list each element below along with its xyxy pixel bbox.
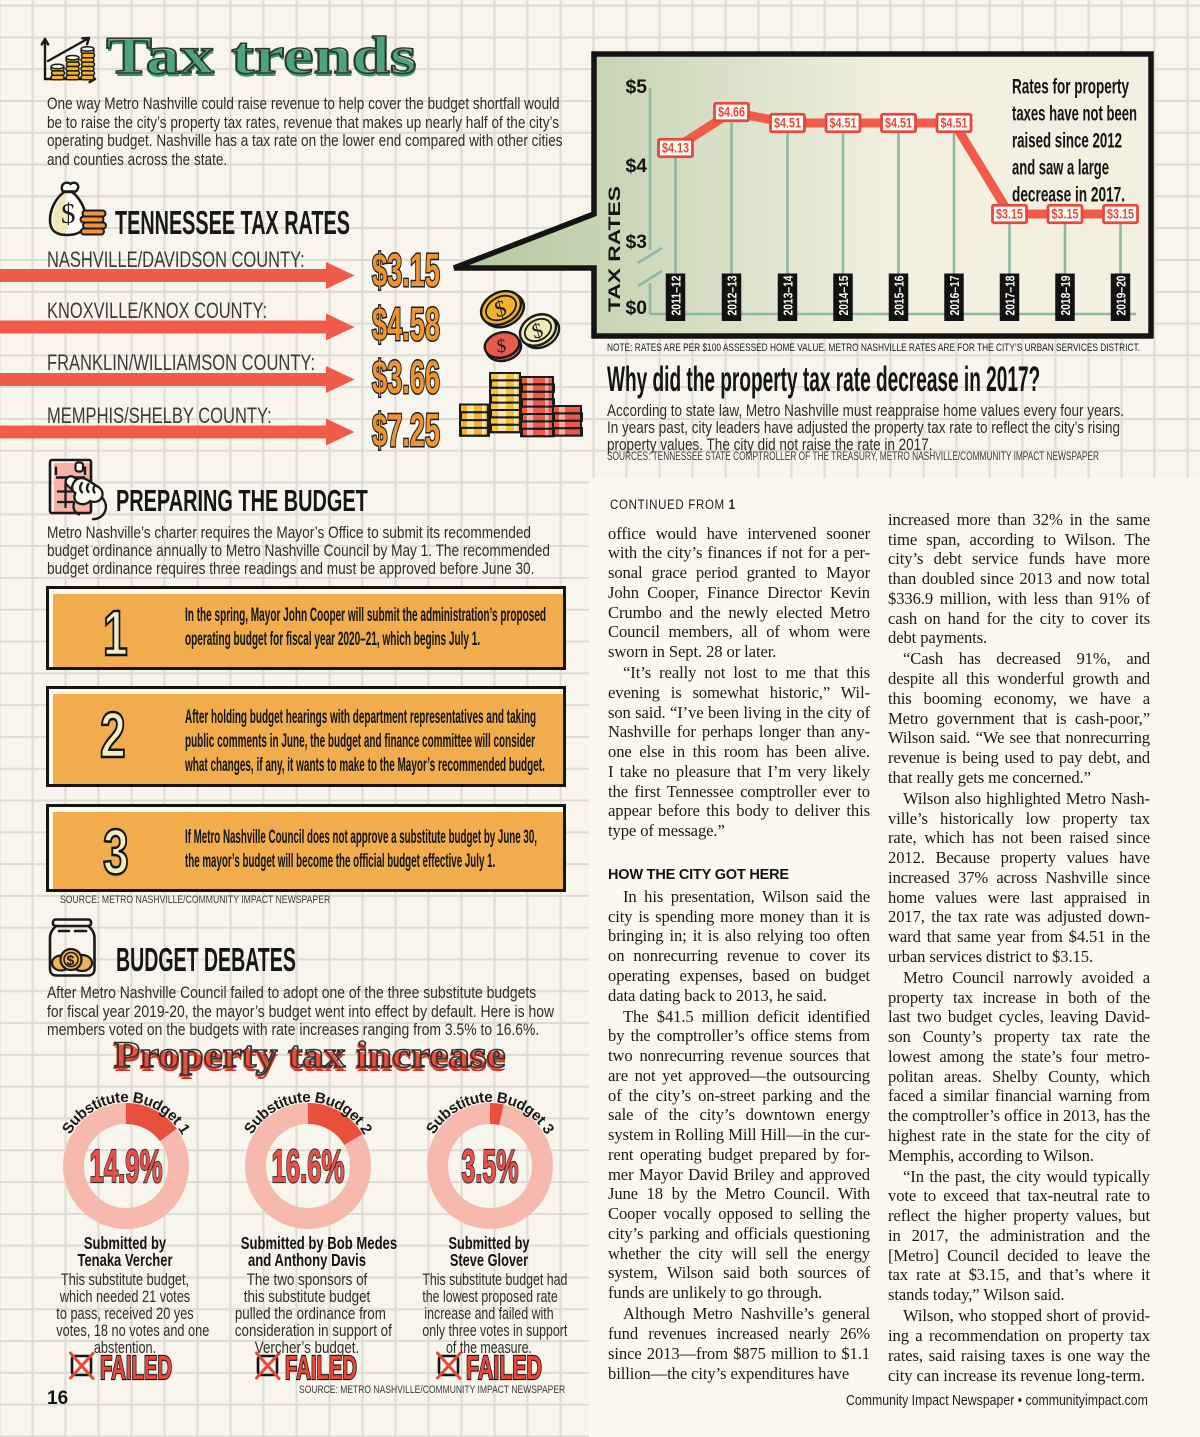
- svg-text:$3.15: $3.15: [1107, 207, 1134, 222]
- svg-text:2016–17: 2016–17: [947, 276, 962, 316]
- svg-text:$: $: [67, 952, 75, 968]
- svg-text:2017–18: 2017–18: [1002, 276, 1017, 316]
- svg-text:$4: $4: [626, 156, 648, 177]
- svg-text:$7.25: $7.25: [372, 404, 440, 456]
- svg-text:raised since 2012: raised since 2012: [1012, 129, 1122, 152]
- svg-text:decrease in 2017.: decrease in 2017.: [1012, 183, 1125, 206]
- svg-text:Rates for property: Rates for property: [1012, 75, 1129, 98]
- svg-text:$4.66: $4.66: [718, 105, 745, 120]
- svg-text:TAX RATES: TAX RATES: [605, 186, 624, 312]
- svg-text:$: $: [496, 336, 507, 358]
- svg-text:$4.58: $4.58: [372, 298, 440, 350]
- svg-text:$4.51: $4.51: [885, 116, 912, 131]
- svg-text:$3.15: $3.15: [1052, 207, 1079, 222]
- svg-text:2018–19: 2018–19: [1058, 276, 1073, 316]
- svg-text:$4.13: $4.13: [662, 141, 689, 156]
- svg-text:$3.15: $3.15: [372, 244, 440, 296]
- svg-text:3.5%: 3.5%: [462, 1140, 519, 1192]
- svg-text:2019–20: 2019–20: [1113, 276, 1128, 316]
- svg-text:$3: $3: [626, 232, 648, 253]
- svg-text:$0: $0: [626, 298, 647, 319]
- svg-text:$4.51: $4.51: [830, 116, 857, 131]
- svg-text:$4.51: $4.51: [941, 116, 968, 131]
- svg-text:taxes have not been: taxes have not been: [1012, 102, 1137, 125]
- svg-text:2015–16: 2015–16: [891, 276, 906, 316]
- svg-text:$3.15: $3.15: [996, 207, 1023, 222]
- svg-text:and saw a large: and saw a large: [1012, 156, 1109, 179]
- svg-text:$5: $5: [626, 77, 648, 98]
- svg-text:2013–14: 2013–14: [780, 275, 795, 315]
- svg-text:14.9%: 14.9%: [90, 1140, 163, 1192]
- svg-text:FAILED: FAILED: [285, 1349, 357, 1386]
- svg-text:2012–13: 2012–13: [724, 276, 739, 316]
- svg-text:FAILED: FAILED: [466, 1349, 542, 1386]
- svg-text:$4.51: $4.51: [774, 116, 801, 131]
- svg-text:$3.66: $3.66: [372, 351, 440, 403]
- svg-text:16.6%: 16.6%: [272, 1140, 345, 1192]
- svg-text:FAILED: FAILED: [100, 1349, 172, 1386]
- svg-text:$: $: [61, 198, 76, 230]
- svg-text:2011–12: 2011–12: [668, 276, 683, 316]
- svg-text:2014–15: 2014–15: [836, 275, 851, 315]
